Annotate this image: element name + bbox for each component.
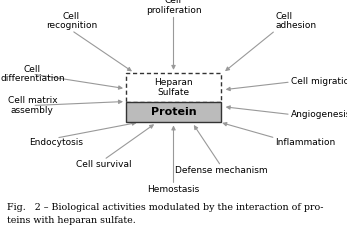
Text: Fig.   2 – Biological activities modulated by the interaction of pro-: Fig. 2 – Biological activities modulated…	[7, 203, 323, 212]
Text: Cell matrix
assembly: Cell matrix assembly	[8, 96, 57, 115]
Text: Cell survival: Cell survival	[76, 160, 132, 169]
Text: teins with heparan sulfate.: teins with heparan sulfate.	[7, 216, 136, 225]
Text: Heparan
Sulfate: Heparan Sulfate	[154, 78, 193, 97]
Text: Cell
differentiation: Cell differentiation	[0, 65, 65, 83]
Text: Protein: Protein	[151, 107, 196, 117]
Text: Endocytosis: Endocytosis	[29, 138, 83, 147]
Bar	[126, 73, 221, 102]
Text: Cell
recognition: Cell recognition	[46, 12, 97, 30]
Text: Defense mechanism: Defense mechanism	[175, 166, 268, 175]
Text: Cell migration: Cell migration	[291, 77, 347, 87]
Bar	[126, 102, 221, 122]
Text: Angiogenesis: Angiogenesis	[291, 110, 347, 119]
Text: Inflammation: Inflammation	[276, 138, 336, 147]
Text: Hemostasis: Hemostasis	[147, 185, 200, 194]
Text: Cell
adhesion: Cell adhesion	[276, 12, 317, 30]
Text: Cell
proliferation: Cell proliferation	[146, 0, 201, 15]
